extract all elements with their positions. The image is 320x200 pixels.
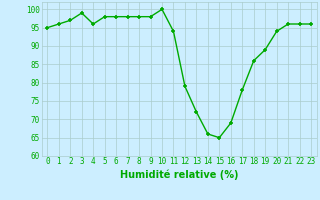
X-axis label: Humidité relative (%): Humidité relative (%)	[120, 169, 238, 180]
